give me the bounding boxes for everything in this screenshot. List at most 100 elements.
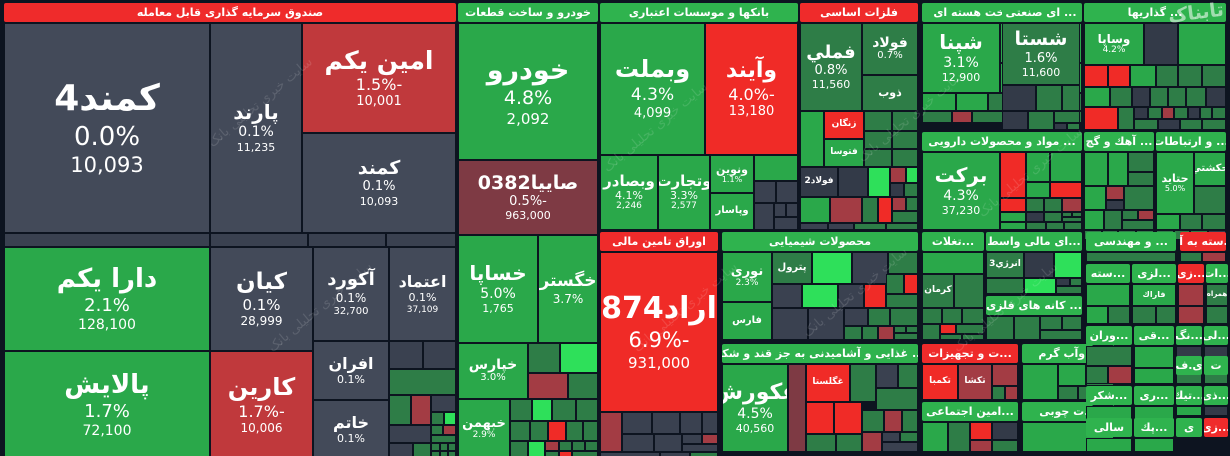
tile-khatam[interactable]: خاتم 0.1% (313, 400, 389, 456)
tile-small[interactable] (1062, 217, 1082, 222)
tile-small[interactable] (576, 399, 598, 421)
tile-small[interactable] (1026, 152, 1050, 182)
tile-small[interactable] (1084, 186, 1106, 210)
tile-small[interactable] (1194, 186, 1226, 214)
tile-small[interactable] (545, 441, 559, 451)
sector-food[interactable]: ... غذایی و آشامیدنی به جز قند و شکر غکو… (722, 344, 918, 452)
sector-comms2[interactable]: ...ات همراه (1206, 264, 1228, 324)
tile-small[interactable] (808, 308, 844, 340)
tile-small[interactable] (1056, 278, 1070, 286)
tile-small[interactable] (585, 441, 598, 451)
sector-red-small[interactable]: ...زی (1178, 264, 1204, 324)
tile-small[interactable] (1128, 172, 1154, 186)
tile-small[interactable] (622, 434, 654, 452)
tile-small[interactable] (906, 326, 918, 333)
tile-vasapa[interactable]: وساپا 4.2% (1084, 23, 1144, 65)
tile-small[interactable] (862, 197, 878, 223)
sector-engineering[interactable]: ... و مهندسی (1086, 232, 1176, 262)
tile-saipa[interactable]: صاییا0382 -0.5% 963,000 (458, 160, 598, 235)
tile-small[interactable] (888, 252, 918, 274)
tile-small[interactable] (898, 364, 918, 388)
tile-filler[interactable] (4, 233, 210, 247)
tile-small[interactable] (904, 274, 918, 294)
tile-small[interactable] (560, 343, 598, 373)
sector-farming[interactable]: ...تغلات کرمان (922, 232, 984, 340)
tile-kamand4[interactable]: کمند4 0.0% 10,093 (4, 23, 210, 233)
tile-small[interactable] (1062, 85, 1080, 111)
tile-palayesh[interactable]: پالایش 1.7% 72,100 (4, 351, 210, 456)
tile-small[interactable] (806, 434, 836, 452)
tile-small[interactable] (528, 343, 560, 373)
tile-small[interactable] (942, 308, 962, 324)
tile-small[interactable] (948, 422, 970, 452)
tile-vaayand[interactable]: وآیند -4.0% 13,180 (705, 23, 798, 155)
tile-small[interactable] (1084, 107, 1118, 130)
sector-social[interactable]: ...امین اجتماعی (922, 402, 1018, 452)
tile-small[interactable] (892, 111, 918, 131)
tile-takasha[interactable]: تکشا (958, 364, 992, 400)
tile-small[interactable] (838, 167, 868, 197)
tile-small[interactable] (1128, 152, 1154, 172)
tile-small[interactable] (1106, 200, 1124, 210)
tile-small[interactable] (1108, 306, 1130, 324)
tile-zob[interactable]: ذوب (862, 75, 918, 111)
tile-small[interactable] (1108, 366, 1132, 384)
sector-auto[interactable]: خودرو و ساخت قطعات خودرو 4.8% 2,092 صایی… (458, 3, 598, 456)
tile-small[interactable] (922, 308, 942, 324)
tile-small[interactable] (1122, 220, 1154, 230)
tile-amin-yekom[interactable]: امین یکم -1.5% 10,001 (302, 23, 456, 133)
tile-shasta[interactable]: شستا 1.6% 11,600 (1002, 23, 1080, 85)
sector-related[interactable]: ...سته به آن (1180, 232, 1226, 262)
tile-small[interactable] (448, 443, 456, 451)
tile-small[interactable] (583, 421, 598, 441)
tile-small[interactable] (660, 452, 690, 456)
tile-small[interactable] (862, 410, 884, 432)
tile-small[interactable] (1202, 119, 1226, 130)
tile-small[interactable] (894, 326, 906, 333)
tile-small[interactable] (940, 324, 956, 334)
tile-small[interactable] (1188, 107, 1200, 119)
tile-small[interactable] (970, 440, 992, 452)
sector-investments[interactable]: ... گذاریها وساپا 4.2% (1084, 3, 1226, 130)
tile-small[interactable] (1036, 85, 1062, 111)
tile-small[interactable] (559, 451, 572, 456)
tile-khesapa[interactable]: خساپا 5.0% 1,765 (458, 235, 538, 343)
tile-small[interactable] (510, 399, 532, 421)
tile-small[interactable] (754, 181, 776, 203)
tile-small[interactable] (894, 333, 918, 340)
tile-small[interactable] (890, 167, 906, 183)
tile-small[interactable] (1132, 87, 1150, 107)
tile-small[interactable] (1086, 284, 1130, 306)
tile-small[interactable] (1040, 330, 1082, 340)
tile-small[interactable] (1086, 366, 1108, 384)
tile-small[interactable] (1180, 214, 1202, 230)
tile-small[interactable] (1054, 111, 1080, 123)
tile-small[interactable] (431, 425, 443, 435)
tile-small[interactable] (1026, 222, 1046, 230)
tile-small[interactable] (1014, 316, 1040, 340)
tile-small[interactable] (922, 422, 948, 452)
tile-small[interactable] (806, 402, 834, 434)
tile-small[interactable] (962, 308, 984, 324)
tile-small[interactable] (1054, 123, 1067, 130)
tile-small[interactable] (1162, 107, 1174, 119)
tile-vanovin[interactable]: ونوین 1.1% (710, 155, 754, 193)
tile-small[interactable] (774, 217, 798, 230)
tile-petrol[interactable]: پترول (772, 252, 812, 284)
tile-fameli[interactable]: فملي 0.8% 11,560 (800, 23, 862, 111)
tile-small[interactable] (886, 274, 904, 294)
tile-kerman[interactable]: کرمان (922, 274, 954, 308)
tile-hataid[interactable]: حتاید 5.0% (1156, 152, 1194, 214)
tile-small[interactable] (1046, 222, 1064, 230)
tile-small[interactable] (878, 326, 894, 340)
tile-etemad[interactable]: اعتماد 0.1% 37,109 (389, 247, 456, 341)
tile-small[interactable] (986, 316, 1014, 340)
tile-small[interactable] (802, 284, 838, 308)
tile-small[interactable] (559, 441, 572, 451)
tile-small[interactable] (1050, 152, 1082, 182)
tile-barekat[interactable]: برکت 4.3% 37,230 (922, 152, 1000, 230)
tile-small[interactable] (1028, 111, 1054, 130)
tile-small[interactable] (884, 410, 902, 432)
tile-small[interactable] (772, 284, 802, 308)
tile-noori[interactable]: نوری 2.3% (722, 252, 772, 302)
